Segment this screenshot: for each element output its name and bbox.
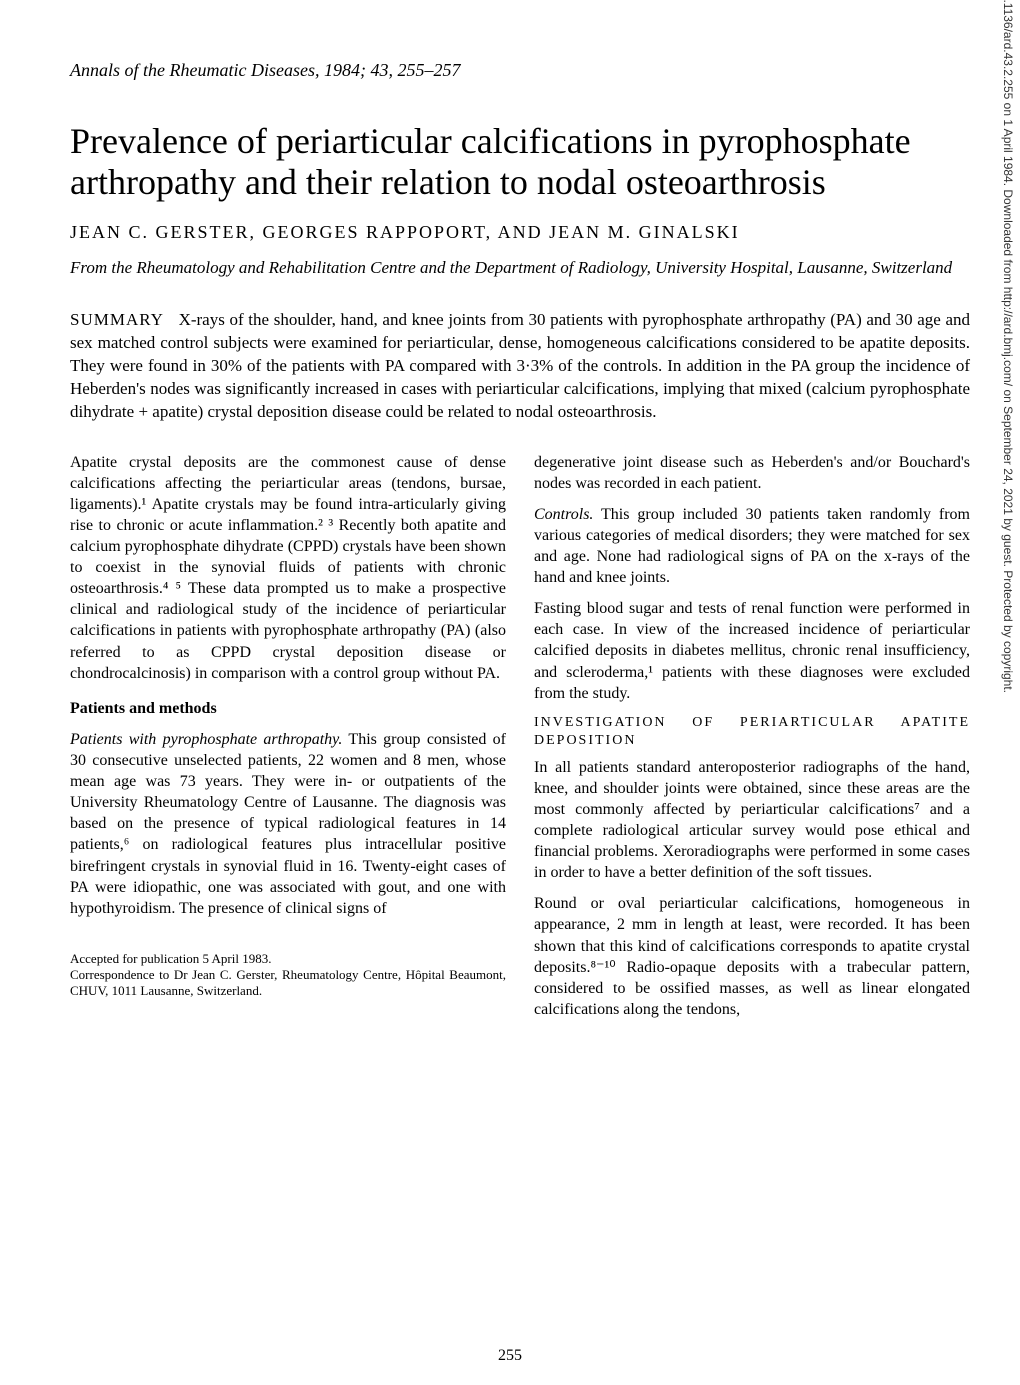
patients-text: This group consisted of 30 consecutive u… <box>70 731 506 917</box>
fasting-paragraph: Fasting blood sugar and tests of renal f… <box>534 598 970 704</box>
footnote-accepted: Accepted for publication 5 April 1983. <box>70 951 506 967</box>
controls-text: This group included 30 patients taken ra… <box>534 506 970 586</box>
intro-paragraph: Apatite crystal deposits are the commone… <box>70 452 506 684</box>
patients-runin: Patients with pyrophosphate arthropathy. <box>70 731 342 748</box>
body-columns: Apatite crystal deposits are the commone… <box>70 452 970 1030</box>
affiliation: From the Rheumatology and Rehabilitation… <box>70 257 970 279</box>
controls-paragraph: Controls. This group included 30 patient… <box>534 504 970 588</box>
summary-block: SUMMARY X-rays of the shoulder, hand, an… <box>70 309 970 424</box>
calcifications-paragraph: Round or oval periarticular calcificatio… <box>534 893 970 1020</box>
summary-text: X-rays of the shoulder, hand, and knee j… <box>70 310 970 421</box>
summary-label: SUMMARY <box>70 310 164 329</box>
journal-header: Annals of the Rheumatic Diseases, 1984; … <box>70 60 970 81</box>
patients-paragraph: Patients with pyrophosphate arthropathy.… <box>70 729 506 919</box>
investigation-subheading: INVESTIGATION OF PERIARTICULAR APATITE D… <box>534 714 970 751</box>
page-number: 255 <box>0 1347 1020 1365</box>
right-column: degenerative joint disease such as Heber… <box>534 452 970 1030</box>
left-column: Apatite crystal deposits are the commone… <box>70 452 506 1030</box>
footnotes: Accepted for publication 5 April 1983. C… <box>70 951 506 1000</box>
article-title: Prevalence of periarticular calcificatio… <box>70 121 970 204</box>
footnote-correspondence: Correspondence to Dr Jean C. Gerster, Rh… <box>70 967 506 1000</box>
radiographs-paragraph: In all patients standard anteroposterior… <box>534 757 970 884</box>
controls-runin: Controls. <box>534 506 593 523</box>
authors: JEAN C. GERSTER, GEORGES RAPPOPORT, AND … <box>70 222 970 243</box>
copyright-sidetext: Ann Rheum Dis: first published as 10.113… <box>1001 0 1015 693</box>
patients-methods-heading: Patients and methods <box>70 698 506 719</box>
degenerative-paragraph: degenerative joint disease such as Heber… <box>534 452 970 494</box>
